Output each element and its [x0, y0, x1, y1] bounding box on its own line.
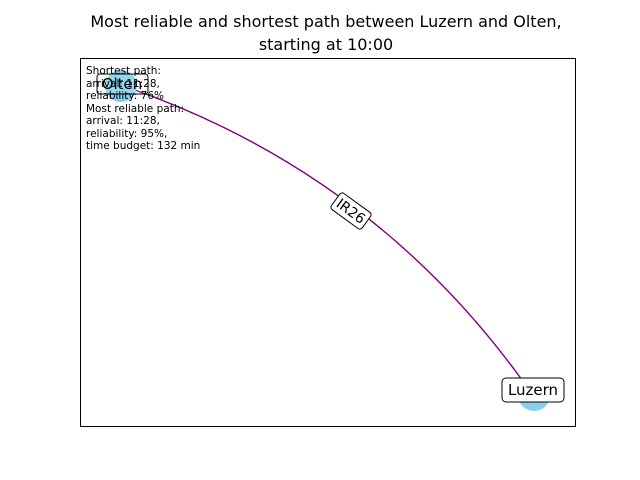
node-label-luzern-box: [501, 377, 565, 403]
reliable-arrival: arrival: 11:28,: [86, 115, 160, 127]
node-label-olten-box: [96, 73, 149, 95]
node-label-olten: Olten: [96, 73, 149, 95]
title-line-1: Most reliable and shortest path between …: [90, 12, 562, 31]
edge-label-box: [330, 192, 372, 230]
node-label-olten-text: Olten: [102, 75, 143, 93]
plot-frame: [80, 58, 576, 427]
edge-label-ir26: IR26: [330, 192, 372, 230]
reliable-heading: Most reliable path:: [86, 102, 185, 115]
reliable-reliability: reliability: 95%,: [86, 127, 168, 140]
shortest-heading: Shortest path:: [86, 65, 161, 77]
node-label-luzern-text: Luzern: [508, 381, 558, 399]
path-info-text: Shortest path: arrival: 11:28, reliability…: [86, 65, 200, 153]
title-line-2: starting at 10:00: [258, 35, 394, 54]
reliable-time-budget: time budget: 132 min: [86, 140, 201, 152]
diagram-title: Most reliable and shortest path between …: [0, 10, 640, 56]
shortest-reliability: reliability: 76%: [86, 90, 165, 102]
shortest-arrival: arrival: 11:28,: [86, 77, 160, 90]
node-label-luzern: Luzern: [501, 377, 565, 403]
